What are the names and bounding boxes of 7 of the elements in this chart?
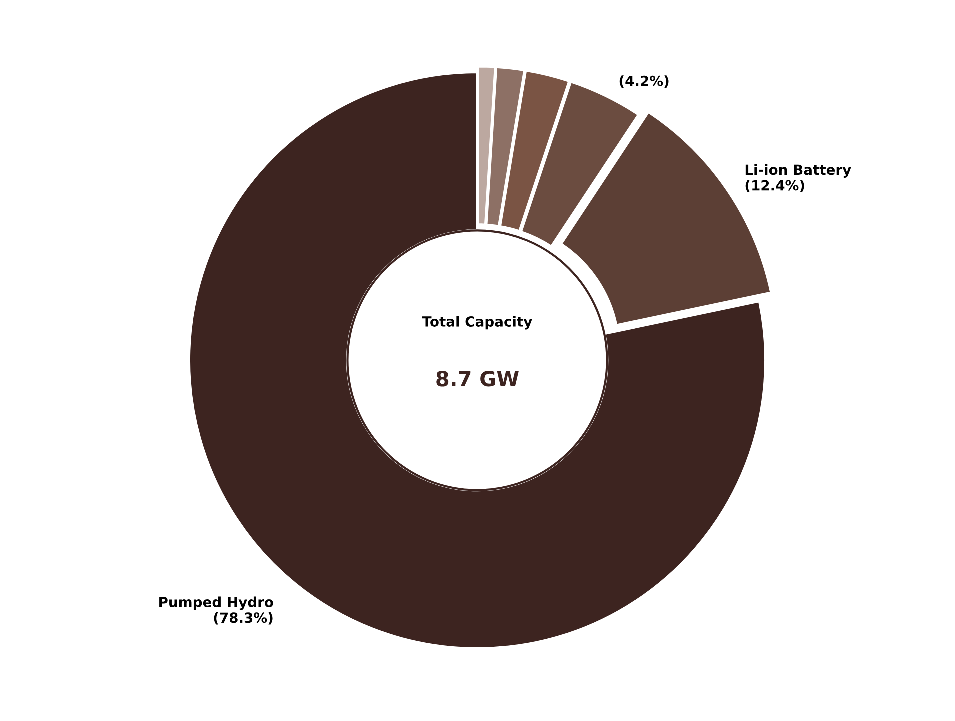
- text: 8.7 GW: [436, 370, 519, 387]
- data-label: (12.4%): [746, 180, 804, 192]
- slice-label: Li-ion Battery: [746, 164, 852, 178]
- data-label: (4.2%): [620, 76, 669, 88]
- slice-label: Pumped Hydro: [160, 596, 274, 610]
- text: Total Capacity: [422, 316, 532, 330]
- data-label: (78.3%): [214, 612, 273, 625]
